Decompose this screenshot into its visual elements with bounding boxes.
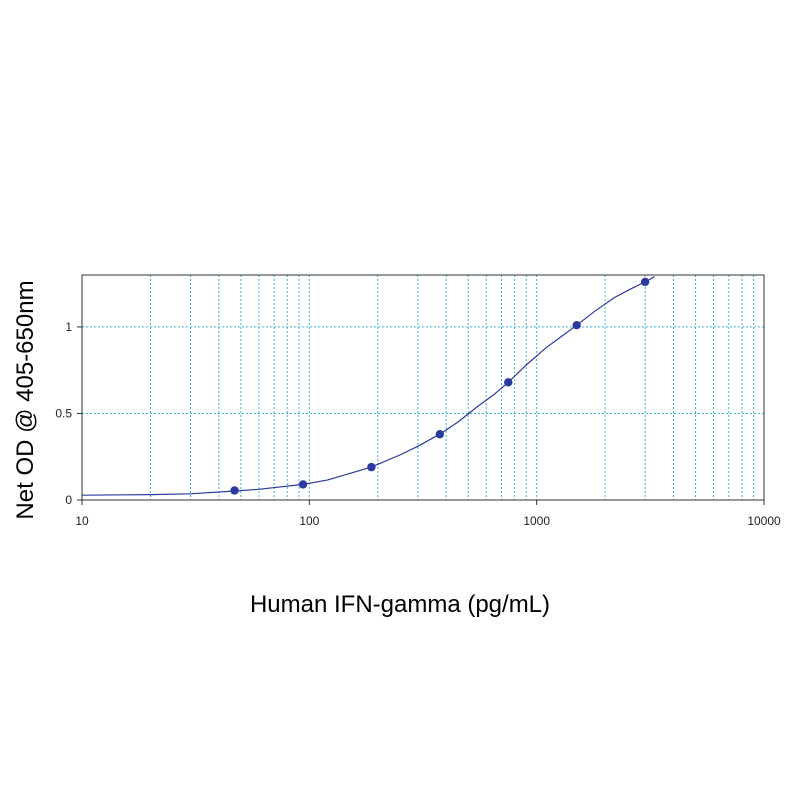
y-tick-label: 0.5 xyxy=(55,406,72,420)
y-tick-label: 1 xyxy=(65,320,72,334)
data-points xyxy=(230,277,650,495)
axis-ticks: 10 100 1000 10000 0 0.5 1 xyxy=(55,320,781,528)
data-point xyxy=(230,486,239,495)
data-point xyxy=(367,462,376,472)
plot-frame xyxy=(81,274,765,501)
x-tick-label: 1000 xyxy=(523,514,550,528)
grid-lines xyxy=(82,275,764,500)
data-point xyxy=(435,430,445,439)
x-axis-title: Human IFN-gamma (pg/mL) xyxy=(250,591,550,618)
x-tick-label: 10 xyxy=(75,514,89,528)
y-axis-title: Net OD @ 405-650nm xyxy=(12,280,39,519)
data-point xyxy=(572,320,581,330)
x-tick-label: 10000 xyxy=(747,514,781,528)
y-tick-label: 0 xyxy=(65,493,72,507)
fit-curve-line xyxy=(81,276,655,496)
data-point xyxy=(298,480,308,489)
data-point xyxy=(504,378,513,387)
x-tick-label: 100 xyxy=(299,514,319,528)
data-point xyxy=(640,277,650,287)
